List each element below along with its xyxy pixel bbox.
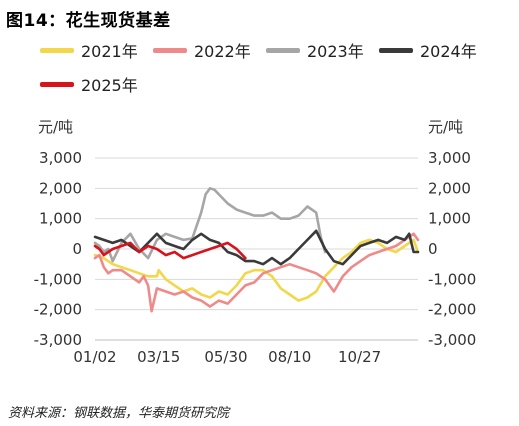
legend-label-2022: 2022年 [194, 42, 251, 61]
legend-item-2025: 2025年 [40, 72, 138, 96]
y-tick-label-right-2: -1,000 [428, 270, 476, 288]
x-tick-label-4: 10/27 [338, 348, 381, 366]
y-axis-unit-right: 元/吨 [428, 118, 464, 136]
legend-swatch-2025 [40, 81, 74, 87]
y-tick-label-left-1: -2,000 [34, 301, 82, 319]
y-tick-label-left-0: -3,000 [34, 331, 82, 349]
y-tick-label-left-3: 0 [72, 240, 82, 258]
legend-label-2024: 2024年 [420, 42, 477, 61]
legend-swatch-2023 [266, 47, 300, 53]
y-tick-label-right-3: 0 [428, 240, 438, 258]
legend-swatch-2021 [40, 47, 74, 53]
series-line-0 [93, 238, 420, 302]
y-tick-label-right-4: 1,000 [428, 210, 471, 228]
x-tick-label-3: 08/10 [268, 348, 311, 366]
legend-swatch-2022 [153, 47, 187, 53]
y-tick-label-left-4: 1,000 [39, 210, 82, 228]
legend-label-2021: 2021年 [81, 42, 138, 61]
legend-item-2024: 2024年 [379, 38, 477, 62]
y-tick-label-right-5: 2,000 [428, 179, 471, 197]
legend-label-2025: 2025年 [81, 76, 138, 95]
legend-label-2023: 2023年 [307, 42, 364, 61]
y-axis-unit-left: 元/吨 [38, 118, 74, 136]
y-tick-label-left-2: -1,000 [34, 270, 82, 288]
legend-item-2022: 2022年 [153, 38, 251, 62]
legend-item-2021: 2021年 [40, 38, 138, 62]
series-line-4 [93, 241, 247, 260]
y-tick-label-right-0: -3,000 [428, 331, 476, 349]
y-tick-label-left-5: 2,000 [39, 179, 82, 197]
series-line-1 [93, 232, 420, 313]
y-tick-label-left-6: 3,000 [39, 149, 82, 167]
y-tick-label-right-6: 3,000 [428, 149, 471, 167]
y-tick-label-right-1: -2,000 [428, 301, 476, 319]
series-line-3 [93, 229, 420, 266]
figure-title: 图14：花生现货基差 [6, 11, 171, 31]
legend-swatch-2024 [379, 47, 413, 53]
legend-item-2023: 2023年 [266, 38, 364, 62]
x-tick-label-2: 05/30 [204, 348, 247, 366]
x-tick-label-0: 01/02 [73, 348, 116, 366]
x-tick-label-1: 03/15 [137, 348, 180, 366]
source-note: 资料来源：钢联数据，华泰期货研究院 [8, 406, 230, 421]
